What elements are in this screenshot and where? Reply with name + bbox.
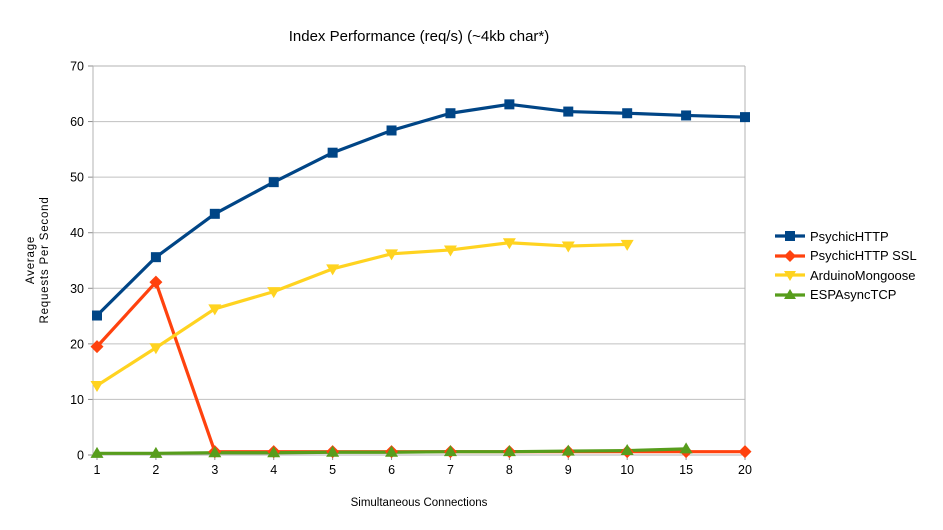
marker-ESPAsyncTCP-7 [443,445,457,457]
legend-item-ArduinoMongoose: ArduinoMongoose [775,268,917,283]
marker-PsychicHTTP-8 [504,99,515,110]
legend-label: ESPAsyncTCP [810,287,897,303]
marker-ESPAsyncTCP-10 [620,444,634,456]
x-tick-label-4: 4 [270,463,277,477]
chart-title: Index Performance (req/s) (~4kb char*) [288,28,550,45]
marker-ArduinoMongoose-4 [267,287,281,299]
marker-PsychicHTTP-2 [150,252,161,263]
marker-ESPAsyncTCP-5 [326,445,340,457]
y-tick-label-60: 60 [70,115,84,129]
marker-ArduinoMongoose-5 [326,264,340,276]
marker-PsychicHTTP-5 [327,147,338,158]
diamond-legend-icon [775,249,805,262]
x-tick-label-9: 9 [565,463,572,477]
legend: PsychicHTTP PsychicHTTP SSL ArduinoMongoos… [775,229,917,302]
legend-item-PsychicHTTP SSL: PsychicHTTP SSL [775,248,917,264]
marker-ArduinoMongoose-3 [208,304,222,316]
marker-PsychicHTTP SSL-2 [149,275,163,289]
y-tick-label-50: 50 [70,171,84,185]
y-tick-label-70: 70 [70,60,84,74]
legend-label: PsychicHTTP [810,228,889,244]
marker-ESPAsyncTCP-9 [561,444,575,456]
x-axis-title: Simultaneous Connections [350,497,488,509]
marker-PsychicHTTP-3 [209,208,220,219]
marker-ESPAsyncTCP-6 [385,445,399,457]
marker-PsychicHTTP-20 [740,112,750,123]
x-tick-label-7: 7 [447,463,454,477]
marker-ArduinoMongoose-1 [90,381,104,393]
x-tick-label-6: 6 [388,463,395,477]
marker-ESPAsyncTCP-4 [267,446,281,458]
legend-label: PsychicHTTP SSL [810,248,917,264]
marker-PsychicHTTP-10 [622,108,633,119]
marker-PsychicHTTP-15 [681,110,692,121]
x-tick-label-5: 5 [329,463,336,477]
marker-PsychicHTTP SSL-20 [738,445,752,459]
y-tick-label-10: 10 [70,393,84,407]
marker-ESPAsyncTCP-2 [149,446,163,458]
y-tick-label-20: 20 [70,337,84,351]
marker-ArduinoMongoose-9 [561,241,575,253]
x-tick-label-3: 3 [211,463,218,477]
marker-ESPAsyncTCP-3 [208,446,222,458]
marker-ArduinoMongoose-7 [443,245,457,257]
marker-PsychicHTTP-4 [268,177,279,188]
marker-ESPAsyncTCP-1 [90,446,104,458]
x-tick-label-8: 8 [506,463,513,477]
marker-ArduinoMongoose-8 [502,238,516,250]
marker-ESPAsyncTCP-8 [502,445,516,457]
square-legend-icon [775,231,805,242]
triangle-up-legend-icon [775,288,805,299]
marker-ArduinoMongoose-2 [149,343,163,355]
marker-PsychicHTTP-1 [92,310,102,321]
marker-PsychicHTTP-6 [386,125,397,136]
x-tick-label-2: 2 [152,463,159,477]
y-tick-label-40: 40 [70,226,84,240]
y-tick-label-0: 0 [77,449,84,463]
x-tick-label-15: 15 [679,463,693,477]
marker-PsychicHTTP-9 [563,106,574,117]
x-tick-label-10: 10 [620,463,634,477]
marker-PsychicHTTP-7 [445,108,456,119]
legend-item-PsychicHTTP: PsychicHTTP [775,229,917,244]
x-tick-label-20: 20 [738,463,752,477]
legend-label: ArduinoMongoose [810,267,916,283]
series-line-ArduinoMongoose [95,241,629,388]
triangle-down-legend-icon [775,271,805,282]
series-line-PsychicHTTP [95,102,747,318]
marker-ArduinoMongoose-6 [385,249,399,261]
marker-ESPAsyncTCP-15 [679,442,693,454]
marker-PsychicHTTP SSL-1 [90,340,104,354]
x-tick-label-1: 1 [94,463,101,477]
y-tick-label-30: 30 [70,282,84,296]
series-line-PsychicHTTP SSL [95,280,747,454]
legend-item-ESPAsyncTCP: ESPAsyncTCP [775,287,917,303]
marker-ArduinoMongoose-10 [620,239,634,251]
